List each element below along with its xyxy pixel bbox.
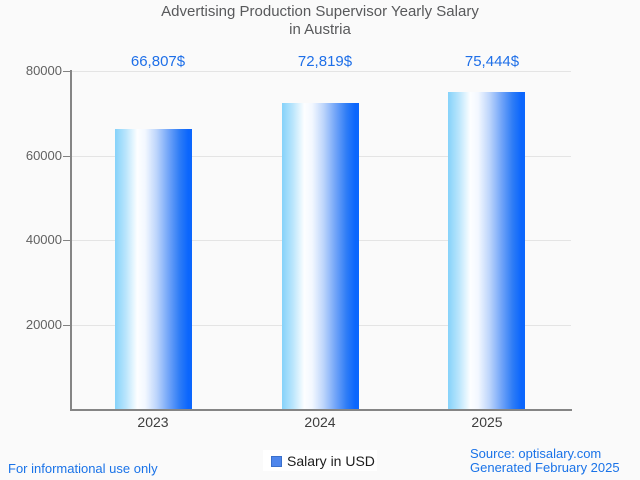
legend bbox=[263, 450, 377, 471]
chart-title: Advertising Production Supervisor Yearly… bbox=[0, 3, 640, 38]
value-label-2024: 72,819$ bbox=[297, 53, 353, 70]
y-tick-20000 bbox=[63, 325, 70, 326]
x-tick-label-2025: 2025 bbox=[471, 414, 503, 430]
y-tick-40000 bbox=[63, 240, 70, 241]
generated-text: Generated February 2025 bbox=[470, 460, 620, 475]
chart-title-line1: Advertising Production Supervisor Yearly… bbox=[161, 3, 479, 20]
chart-title-line2: in Austria bbox=[289, 20, 351, 38]
value-label-2023: 66,807$ bbox=[130, 53, 186, 70]
bar-2025[interactable] bbox=[448, 92, 525, 411]
y-tick-label-20000: 20000 bbox=[25, 317, 62, 332]
legend-marker-salary bbox=[271, 456, 282, 467]
y-tick-label-60000: 60000 bbox=[25, 148, 62, 163]
gridline-80000 bbox=[70, 71, 571, 72]
x-tick-label-2023: 2023 bbox=[137, 414, 169, 430]
y-tick-80000 bbox=[63, 71, 70, 72]
informational-note: For informational use only bbox=[8, 461, 158, 476]
y-axis-line bbox=[70, 70, 72, 411]
value-label-2025: 75,444$ bbox=[464, 53, 520, 70]
bar-2024[interactable] bbox=[282, 103, 359, 411]
x-axis-line bbox=[70, 409, 572, 411]
y-tick-label-80000: 80000 bbox=[25, 63, 62, 78]
bar-2023[interactable] bbox=[115, 129, 192, 411]
y-tick-60000 bbox=[63, 156, 70, 157]
y-tick-label-40000: 40000 bbox=[25, 232, 62, 247]
source-text: Source: optisalary.com bbox=[470, 446, 602, 461]
legend-label-salary: Salary in USD bbox=[287, 453, 375, 469]
source-block: Source: optisalary.com Generated Februar… bbox=[470, 447, 620, 475]
x-tick-label-2024: 2024 bbox=[304, 414, 336, 430]
